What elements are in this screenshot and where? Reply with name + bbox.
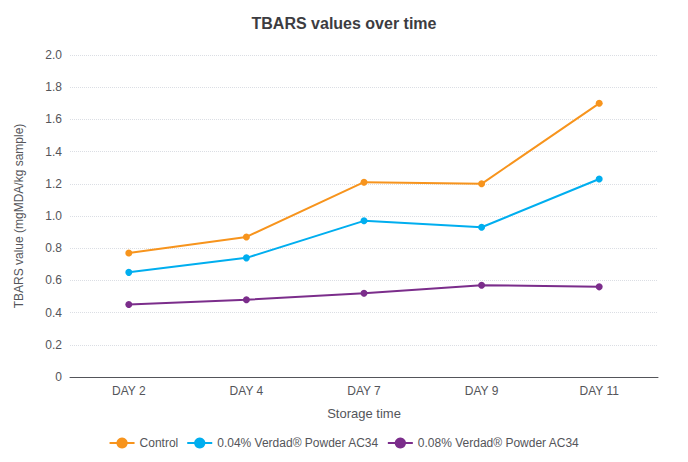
svg-text:0.8: 0.8 (45, 241, 62, 255)
svg-text:DAY 9: DAY 9 (465, 384, 499, 398)
svg-text:0.2: 0.2 (45, 338, 62, 352)
svg-text:0.4: 0.4 (45, 306, 62, 320)
svg-text:TBARS values over time: TBARS values over time (252, 15, 437, 32)
svg-text:0.6: 0.6 (45, 273, 62, 287)
svg-text:1.6: 1.6 (45, 112, 62, 126)
svg-text:DAY 11: DAY 11 (580, 384, 620, 398)
svg-text:DAY 2: DAY 2 (112, 384, 146, 398)
svg-text:DAY 4: DAY 4 (230, 384, 264, 398)
svg-text:0.08% Verdad® Powder AC34: 0.08% Verdad® Powder AC34 (418, 436, 579, 450)
svg-text:0: 0 (55, 370, 62, 384)
svg-text:1.0: 1.0 (45, 209, 62, 223)
svg-text:0.04% Verdad® Powder AC34: 0.04% Verdad® Powder AC34 (217, 436, 378, 450)
svg-text:2.0: 2.0 (45, 48, 62, 62)
svg-text:DAY 7: DAY 7 (347, 384, 381, 398)
svg-text:1.8: 1.8 (45, 80, 62, 94)
svg-text:1.2: 1.2 (45, 177, 62, 191)
svg-text:Storage time: Storage time (327, 406, 401, 421)
svg-text:Control: Control (140, 436, 179, 450)
svg-text:1.4: 1.4 (45, 145, 62, 159)
svg-text:TBARS value (mgMDA/kg sample): TBARS value (mgMDA/kg sample) (12, 124, 26, 309)
